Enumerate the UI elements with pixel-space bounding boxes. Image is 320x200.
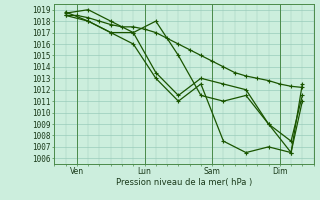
X-axis label: Pression niveau de la mer( hPa ): Pression niveau de la mer( hPa ) xyxy=(116,178,252,187)
